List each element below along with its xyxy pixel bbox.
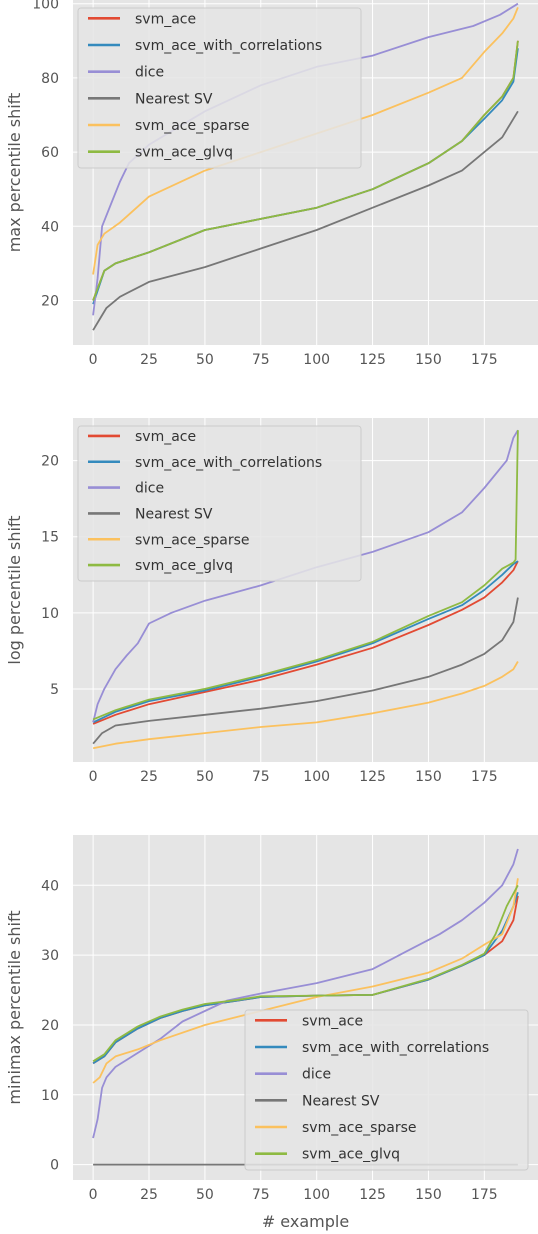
x-tick-label: 125 (359, 352, 386, 368)
series-group (92, 429, 519, 750)
x-tick-label: 150 (415, 352, 442, 368)
x-tick-label: 125 (359, 769, 386, 785)
series-line-svm-ace-glvq (92, 40, 519, 301)
legend-label: Nearest SV (135, 506, 213, 522)
x-tick-label: 50 (196, 769, 214, 785)
legend-label: svm_ace_glvq (135, 558, 233, 574)
x-tick-label: 0 (89, 769, 98, 785)
y-tick-label: 40 (41, 219, 59, 235)
x-tick-label: 25 (140, 1187, 158, 1203)
legend-label: svm_ace (135, 11, 196, 27)
y-tick-label: 20 (41, 1018, 59, 1034)
y-axis-label: minimax percentile shift (5, 910, 24, 1104)
y-tick-label: 20 (41, 293, 59, 309)
x-tick-label: 25 (140, 352, 158, 368)
x-tick-label: 175 (471, 352, 498, 368)
legend-box (77, 425, 362, 582)
series-line-svm-ace (92, 560, 519, 725)
x-tick-label: 100 (303, 352, 330, 368)
x-tick-label: 100 (303, 769, 330, 785)
y-tick-label: 10 (41, 1088, 59, 1104)
x-tick-label: 150 (415, 769, 442, 785)
series-group (92, 848, 519, 1166)
legend-box (244, 1009, 529, 1171)
legend-box (77, 7, 362, 169)
y-tick-label: 5 (50, 682, 59, 698)
y-tick-label: 10 (41, 606, 59, 622)
x-tick-label: 75 (252, 1187, 270, 1203)
series-line-svm-ace-sparse (92, 661, 519, 750)
legend-label: svm_ace_with_correlations (302, 1040, 489, 1056)
y-tick-label: 100 (32, 0, 59, 13)
legend-label: Nearest SV (135, 91, 213, 107)
series-line-dice (92, 848, 519, 1139)
y-tick-label: 40 (41, 878, 59, 894)
chart-panel-2: 0 25 50 75 100 125 150 175 5 10 15 20 log percentile… (5, 418, 538, 785)
x-tick-label: 0 (89, 1187, 98, 1203)
legend-label: svm_ace_sparse (302, 1120, 417, 1136)
x-axis-label: # example (262, 1212, 349, 1231)
y-tick-label: 20 (41, 454, 59, 470)
y-tick-label: 0 (50, 1158, 59, 1174)
chart-panel-3: 0 25 50 75 100 125 150 175 0 10 20 30 40 minimax perc… (5, 835, 538, 1231)
x-tick-label: 125 (359, 1187, 386, 1203)
series-line-svm-ace-with-correlations (92, 560, 519, 724)
y-tick-label: 15 (41, 530, 59, 546)
legend-label: svm_ace (302, 1013, 363, 1029)
series-line-svm-ace-glvq (92, 884, 519, 1063)
x-tick-label: 75 (252, 769, 270, 785)
x-tick-label: 25 (140, 769, 158, 785)
y-axis-label: max percentile shift (5, 93, 24, 253)
series-line-dice (92, 429, 519, 723)
legend-label: Nearest SV (302, 1093, 380, 1109)
legend-label: dice (135, 65, 164, 81)
legend-label: svm_ace (135, 429, 196, 445)
legend-label: svm_ace_glvq (135, 145, 233, 161)
x-tick-label: 0 (89, 352, 98, 368)
legend-label: svm_ace_sparse (135, 118, 250, 134)
legend-label: svm_ace_glvq (302, 1147, 400, 1163)
legend-label: svm_ace_with_correlations (135, 455, 322, 471)
x-tick-label: 100 (303, 1187, 330, 1203)
x-tick-label: 175 (471, 769, 498, 785)
y-tick-label: 30 (41, 948, 59, 964)
legend-label: svm_ace_sparse (135, 532, 250, 548)
x-tick-label: 150 (415, 1187, 442, 1203)
y-tick-label: 60 (41, 145, 59, 161)
series-line-nearest-sv (92, 597, 519, 745)
x-tick-label: 50 (196, 1187, 214, 1203)
series-line-svm-ace-glvq (92, 430, 519, 721)
y-tick-label: 80 (41, 71, 59, 87)
series-line-nearest-sv (92, 110, 519, 331)
legend-label: dice (302, 1067, 331, 1083)
y-axis-label: log percentile shift (5, 515, 24, 664)
x-tick-label: 175 (471, 1187, 498, 1203)
chart-panel-1: 0 25 50 75 100 125 150 175 20 40 60 80 100 max percen… (5, 0, 538, 368)
x-tick-label: 50 (196, 352, 214, 368)
legend-label: svm_ace_with_correlations (135, 38, 322, 54)
legend-label: dice (135, 481, 164, 497)
x-tick-label: 75 (252, 352, 270, 368)
